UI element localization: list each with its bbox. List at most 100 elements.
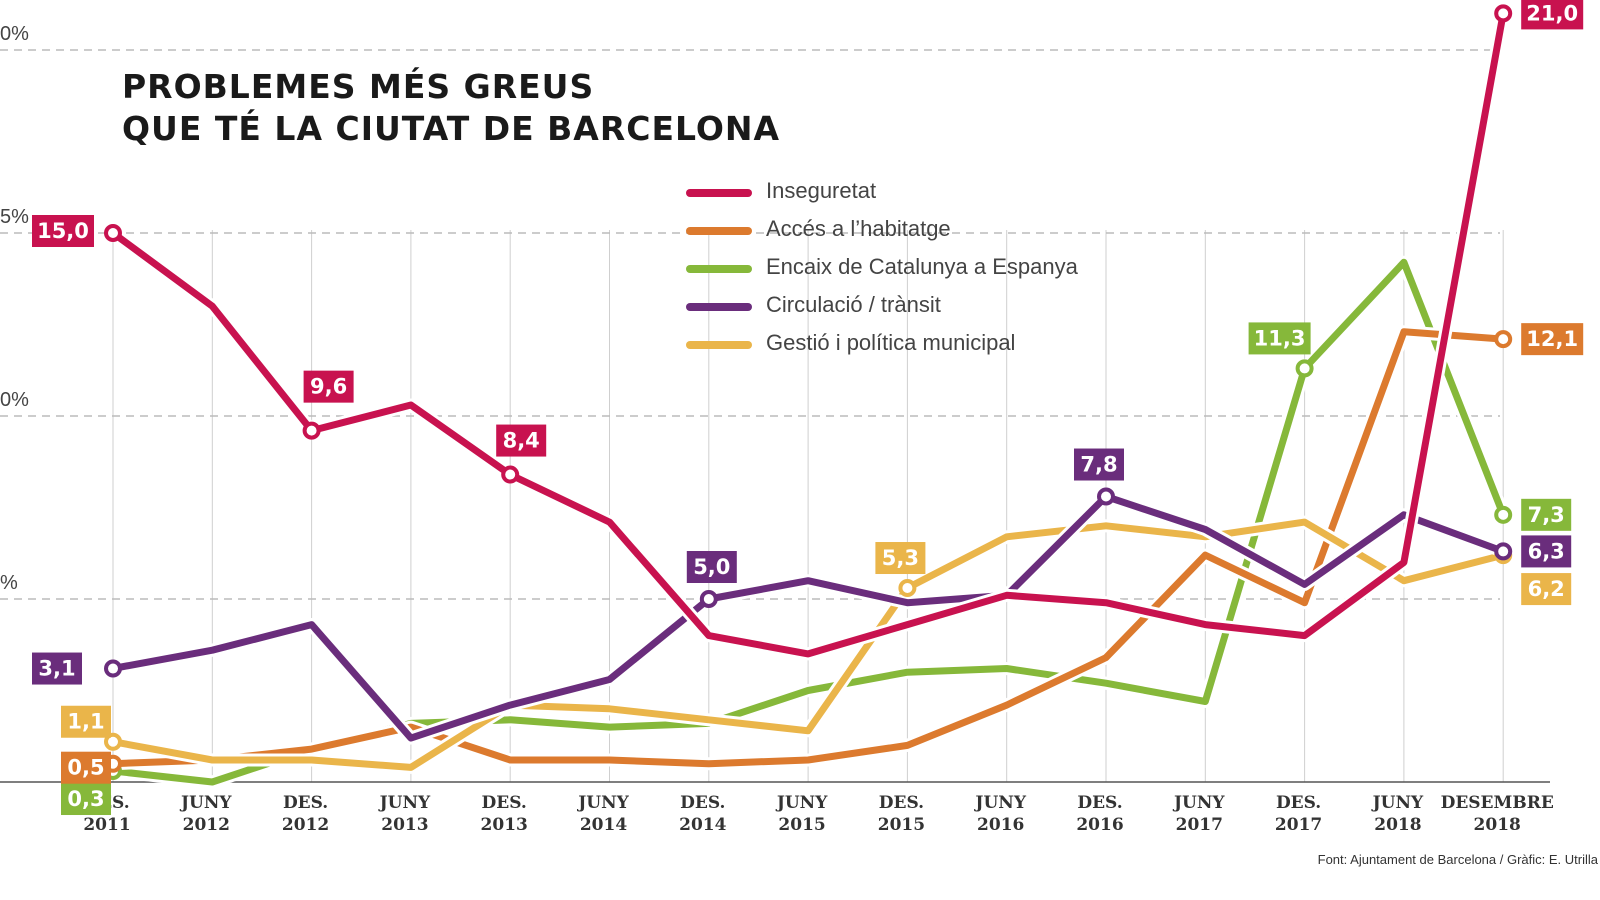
legend-label-habitatge: Accés a l’habitatge bbox=[766, 216, 951, 241]
point-inseguretat-0 bbox=[104, 224, 122, 242]
x-tick-label-1-line1: JUNY bbox=[179, 793, 232, 813]
legend-item-habitatge: Accés a l’habitatge bbox=[686, 216, 1106, 246]
y-tick-label-15: 5% bbox=[0, 206, 29, 228]
legend-swatch-encaix bbox=[686, 265, 752, 273]
x-tick-label-11-line1: JUNY bbox=[1172, 793, 1225, 813]
point-inseguretat-4 bbox=[501, 465, 520, 484]
chart-title: PROBLEMES MÉS GREUS QUE TÉ LA CIUTAT DE … bbox=[122, 66, 780, 150]
data-label-encaix-14: 7,3 bbox=[1528, 503, 1565, 527]
data-label-inseguretat-4: 8,4 bbox=[503, 429, 540, 453]
data-label-box-encaix-0 bbox=[61, 783, 111, 816]
grid-layer bbox=[0, 49, 1504, 782]
x-tick-label-6-line1: DES. bbox=[680, 793, 725, 813]
legend-item-inseguretat: Inseguretat bbox=[686, 178, 1106, 208]
point-circulacio-0 bbox=[104, 659, 122, 678]
series-line-gestio bbox=[109, 518, 1507, 771]
point-gestio-0 bbox=[104, 732, 122, 751]
x-tick-label-3-line2: 2013 bbox=[381, 815, 428, 835]
x-tick-label-0-line2: 2011 bbox=[83, 815, 130, 835]
x-tick-label-7-line2: 2015 bbox=[778, 815, 825, 835]
legend-swatch-gestio bbox=[686, 341, 752, 349]
data-label-gestio-0: 1,1 bbox=[67, 710, 104, 734]
data-label-box-circulacio-14 bbox=[1521, 535, 1572, 568]
x-tick-label-11-line2: 2017 bbox=[1176, 815, 1223, 835]
data-label-box-gestio-8 bbox=[875, 542, 926, 575]
x-tick-label-12-line1: DES. bbox=[1276, 793, 1321, 813]
data-label-box-circulacio-0 bbox=[32, 652, 82, 685]
data-label-box-circulacio-10 bbox=[1074, 448, 1124, 481]
data-label-box-gestio-0 bbox=[61, 705, 111, 738]
axis-layer: %0%5%0%DES.2011JUNY2012DES.2012JUNY2013D… bbox=[0, 23, 1554, 835]
x-tick-label-9-line2: 2016 bbox=[977, 815, 1024, 835]
y-tick-label-10: 0% bbox=[0, 389, 29, 411]
legend-swatch-inseguretat bbox=[686, 189, 752, 197]
series-layer bbox=[106, 6, 1510, 789]
point-habitatge-14 bbox=[1494, 330, 1513, 349]
data-label-box-inseguretat-2 bbox=[303, 370, 354, 403]
data-label-circulacio-14: 6,3 bbox=[1528, 539, 1565, 563]
data-label-inseguretat-2: 9,6 bbox=[310, 375, 347, 399]
point-circulacio-6 bbox=[699, 590, 718, 608]
data-label-box-encaix-14 bbox=[1521, 498, 1572, 531]
series-line-inseguretat bbox=[109, 9, 1507, 658]
x-tick-label-4-line2: 2013 bbox=[481, 815, 528, 835]
x-tick-label-3-line1: JUNY bbox=[378, 793, 431, 813]
chart-title-line-1: PROBLEMES MÉS GREUS bbox=[122, 67, 595, 106]
series-line-circulacio bbox=[109, 493, 1507, 742]
data-label-box-gestio-14 bbox=[1521, 573, 1572, 606]
legend-item-gestio: Gestió i política municipal bbox=[686, 330, 1106, 360]
point-circulacio-14 bbox=[1494, 542, 1513, 561]
x-tick-label-14-line1: DESEMBRE bbox=[1441, 793, 1554, 813]
legend-label-gestio: Gestió i política municipal bbox=[766, 330, 1016, 355]
data-label-inseguretat-14: 21,0 bbox=[1526, 1, 1578, 25]
point-encaix-12 bbox=[1295, 359, 1314, 378]
data-label-box-habitatge-14 bbox=[1521, 323, 1584, 356]
x-tick-label-9-line1: JUNY bbox=[973, 793, 1026, 813]
data-label-box-inseguretat-4 bbox=[496, 424, 547, 457]
x-tick-label-7-line1: JUNY bbox=[775, 793, 828, 813]
data-label-habitatge-0: 0,5 bbox=[67, 756, 104, 780]
x-tick-label-8-line1: DES. bbox=[879, 793, 924, 813]
data-label-gestio-8: 5,3 bbox=[882, 546, 919, 570]
x-tick-label-2-line2: 2012 bbox=[282, 815, 329, 835]
legend-swatch-circulacio bbox=[686, 303, 752, 311]
x-tick-label-5-line2: 2014 bbox=[580, 815, 627, 835]
x-tick-label-10-line1: DES. bbox=[1077, 793, 1122, 813]
point-inseguretat-14 bbox=[1494, 4, 1513, 23]
x-tick-label-12-line2: 2017 bbox=[1275, 815, 1322, 835]
x-tick-label-10-line2: 2016 bbox=[1076, 815, 1123, 835]
source-credit: Font: Ajuntament de Barcelona / Gràfic: … bbox=[1317, 852, 1598, 867]
legend-label-encaix: Encaix de Catalunya a Espanya bbox=[766, 254, 1078, 279]
x-tick-label-2-line1: DES. bbox=[283, 793, 328, 813]
legend-item-circulacio: Circulació / trànsit bbox=[686, 292, 1106, 322]
data-label-inseguretat-0: 15,0 bbox=[37, 219, 89, 243]
chart-title-line-2: QUE TÉ LA CIUTAT DE BARCELONA bbox=[122, 109, 781, 148]
x-tick-label-13-line2: 2018 bbox=[1374, 815, 1421, 835]
data-label-circulacio-0: 3,1 bbox=[38, 657, 75, 681]
point-inseguretat-2 bbox=[302, 421, 321, 440]
data-label-encaix-0: 0,3 bbox=[67, 787, 104, 811]
legend-label-inseguretat: Inseguretat bbox=[766, 178, 877, 203]
data-label-box-inseguretat-0 bbox=[32, 215, 94, 247]
data-label-gestio-14: 6,2 bbox=[1528, 577, 1565, 601]
x-tick-label-6-line2: 2014 bbox=[679, 815, 726, 835]
legend-swatch-habitatge bbox=[686, 227, 752, 235]
legend-label-circulacio: Circulació / trànsit bbox=[766, 292, 941, 317]
data-label-box-inseguretat-14 bbox=[1521, 0, 1584, 30]
data-label-layer: 0,3 11,3 7,3 0,5 12,1 1,1 5,3 6,2 3,1 5,0 7,8 6,3 15… bbox=[32, 0, 1584, 816]
point-gestio-8 bbox=[898, 579, 917, 598]
legend-item-encaix: Encaix de Catalunya a Espanya bbox=[686, 254, 1106, 284]
data-label-habitatge-14: 12,1 bbox=[1526, 327, 1578, 351]
x-tick-label-5-line1: JUNY bbox=[576, 793, 629, 813]
data-label-box-habitatge-0 bbox=[61, 751, 111, 784]
point-encaix-14 bbox=[1494, 505, 1513, 524]
series-line-habitatge bbox=[109, 328, 1507, 768]
y-tick-label-5: % bbox=[0, 572, 18, 594]
data-label-encaix-12: 11,3 bbox=[1254, 326, 1306, 350]
data-label-box-circulacio-6 bbox=[686, 551, 737, 583]
data-label-circulacio-10: 7,8 bbox=[1080, 453, 1117, 477]
y-tick-label-20: 0% bbox=[0, 23, 29, 45]
x-tick-label-14-line2: 2018 bbox=[1474, 815, 1521, 835]
point-circulacio-10 bbox=[1097, 487, 1115, 506]
